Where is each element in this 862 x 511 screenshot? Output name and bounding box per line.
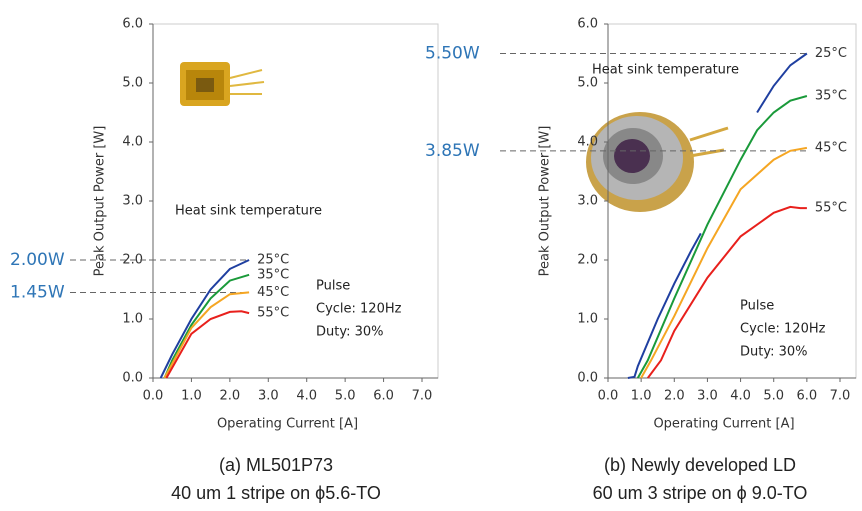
annotation: Heat sink temperature <box>175 204 322 219</box>
x-tick-label: 0.0 <box>143 389 164 404</box>
legend-label: 25°C <box>815 46 847 61</box>
y-tick-label: 0.0 <box>122 371 143 386</box>
y-tick-label: 0.0 <box>577 371 598 386</box>
series-line <box>646 205 807 379</box>
x-axis-label: Operating Current [A] <box>217 417 358 432</box>
x-tick-label: 1.0 <box>181 389 202 404</box>
y-tick-label: 2.0 <box>577 253 598 268</box>
x-tick-label: 6.0 <box>373 389 394 404</box>
laser-photo-large <box>586 112 729 212</box>
x-tick-label: 7.0 <box>830 389 851 404</box>
x-tick-label: 0.0 <box>598 389 619 404</box>
legend-label: 35°C <box>815 88 847 103</box>
x-tick-label: 6.0 <box>797 389 818 404</box>
y-tick-label: 1.0 <box>122 312 143 327</box>
x-tick-label: 1.0 <box>631 389 652 404</box>
laser-photo-small <box>180 62 265 106</box>
y-tick-label: 3.0 <box>577 194 598 209</box>
y-tick-label: 5.0 <box>122 76 143 91</box>
caption: 60 um 3 stripe on ϕ 9.0-TO <box>593 483 808 503</box>
series-line <box>636 95 808 379</box>
x-tick-label: 2.0 <box>664 389 685 404</box>
series-line <box>640 146 808 379</box>
legend-label: 55°C <box>257 306 289 321</box>
marker-label: 3.85W <box>425 141 480 161</box>
marker-label: 5.50W <box>425 44 480 64</box>
annotation: Pulse <box>740 299 774 314</box>
annotation: Duty: 30% <box>316 325 384 340</box>
annotation: Duty: 30% <box>740 345 808 360</box>
annotation: Cycle: 120Hz <box>740 322 826 337</box>
x-tick-label: 5.0 <box>335 389 356 404</box>
x-tick-label: 7.0 <box>412 389 433 404</box>
y-tick-label: 6.0 <box>122 17 143 32</box>
series-line <box>163 273 250 379</box>
caption: 40 um 1 stripe on ϕ5.6-TO <box>171 483 381 503</box>
y-tick-label: 5.0 <box>577 76 598 91</box>
annotation: Pulse <box>316 279 350 294</box>
x-axis-label: Operating Current [A] <box>653 417 794 432</box>
x-tick-label: 2.0 <box>220 389 241 404</box>
x-tick-label: 4.0 <box>730 389 751 404</box>
series-line <box>163 291 250 379</box>
series-line <box>165 310 250 379</box>
legend-label: 45°C <box>257 285 289 300</box>
legend-label: 35°C <box>257 267 289 282</box>
x-tick-label: 5.0 <box>763 389 784 404</box>
y-tick-label: 1.0 <box>577 312 598 327</box>
annotation: Heat sink temperature <box>592 63 739 78</box>
y-tick-label: 4.0 <box>577 135 598 150</box>
legend-label: 45°C <box>815 140 847 155</box>
y-tick-label: 3.0 <box>122 194 143 209</box>
x-tick-label: 3.0 <box>258 389 279 404</box>
legend-label: 55°C <box>815 201 847 216</box>
marker-label: 1.45W <box>10 282 65 302</box>
y-tick-label: 4.0 <box>122 135 143 150</box>
y-axis-label: Peak Output Power [W] <box>538 126 553 277</box>
x-tick-label: 3.0 <box>697 389 718 404</box>
caption: (b) Newly developed LD <box>604 455 796 475</box>
annotation: Cycle: 120Hz <box>316 302 402 317</box>
y-tick-label: 6.0 <box>577 17 598 32</box>
series-line <box>159 259 250 379</box>
series-line <box>627 52 808 379</box>
caption: (a) ML501P73 <box>219 455 333 475</box>
y-axis-label: Peak Output Power [W] <box>93 126 108 277</box>
marker-label: 2.00W <box>10 250 65 270</box>
legend-label: 25°C <box>257 253 289 268</box>
x-tick-label: 4.0 <box>296 389 317 404</box>
